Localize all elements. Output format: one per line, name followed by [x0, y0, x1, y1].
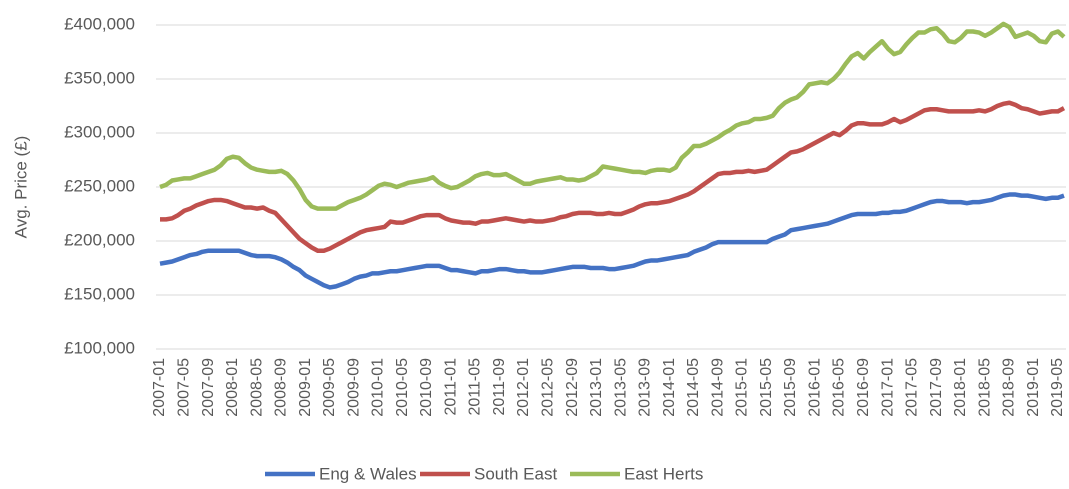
- x-tick-label: 2014-09: [709, 358, 726, 417]
- legend-label: East Herts: [624, 464, 703, 483]
- y-tick-label: £250,000: [64, 176, 135, 195]
- x-tick-label: 2007-09: [200, 358, 217, 417]
- y-tick-label: £200,000: [64, 230, 135, 249]
- series-line: [159, 192, 1065, 290]
- x-tick-label: 2008-01: [224, 358, 241, 417]
- y-tick-label: £350,000: [64, 68, 135, 87]
- x-tick-label: 2015-01: [734, 358, 751, 417]
- x-tick-label: 2012-09: [564, 358, 581, 417]
- x-tick-label: 2011-09: [491, 358, 508, 416]
- x-tick-label: 2014-01: [661, 358, 678, 417]
- series-line: [159, 21, 1066, 211]
- x-tick-label: 2018-09: [1001, 358, 1018, 417]
- x-tick-label: 2016-09: [855, 358, 872, 417]
- series-line: [160, 100, 1066, 253]
- x-tick-label: 2018-01: [952, 358, 969, 417]
- x-tick-label: 2019-05: [1049, 358, 1066, 417]
- y-tick-label: £100,000: [64, 338, 135, 357]
- x-tick-label: 2013-01: [588, 358, 605, 417]
- x-tick-label: 2009-09: [345, 358, 362, 417]
- x-tick-label: 2008-05: [248, 358, 265, 417]
- x-tick-label: 2017-01: [879, 358, 896, 417]
- x-tick-label: 2013-05: [612, 358, 629, 417]
- x-tick-label: 2009-01: [297, 358, 314, 417]
- x-tick-label: 2016-01: [806, 358, 823, 417]
- x-tick-label: 2017-09: [928, 358, 945, 417]
- y-tick-label: £400,000: [64, 14, 135, 33]
- x-tick-label: 2016-05: [831, 358, 848, 417]
- x-tick-label: 2008-09: [273, 358, 290, 417]
- y-axis-title: Avg. Price (£): [11, 136, 30, 239]
- x-tick-label: 2017-05: [904, 358, 921, 417]
- x-tick-label: 2007-01: [151, 358, 168, 417]
- x-tick-label: 2015-09: [782, 358, 799, 417]
- x-tick-label: 2011-01: [442, 358, 459, 416]
- x-tick-label: 2013-09: [637, 358, 654, 417]
- x-tick-label: 2015-05: [758, 358, 775, 417]
- x-tick-label: 2019-01: [1025, 358, 1042, 417]
- legend-label: Eng & Wales: [319, 464, 417, 483]
- x-tick-label: 2010-01: [370, 358, 387, 417]
- x-tick-label: 2010-05: [394, 358, 411, 417]
- x-tick-label: 2012-05: [540, 358, 557, 417]
- x-tick-label: 2009-05: [321, 358, 338, 417]
- x-tick-label: 2007-05: [175, 358, 192, 417]
- y-tick-label: £300,000: [64, 122, 135, 141]
- x-tick-label: 2010-09: [418, 358, 435, 417]
- x-tick-label: 2018-05: [976, 358, 993, 417]
- legend-label: South East: [474, 464, 557, 483]
- x-tick-label: 2012-01: [515, 358, 532, 417]
- x-tick-label: 2011-05: [467, 358, 484, 416]
- x-tick-label: 2014-05: [685, 358, 702, 417]
- y-tick-label: £150,000: [64, 284, 135, 303]
